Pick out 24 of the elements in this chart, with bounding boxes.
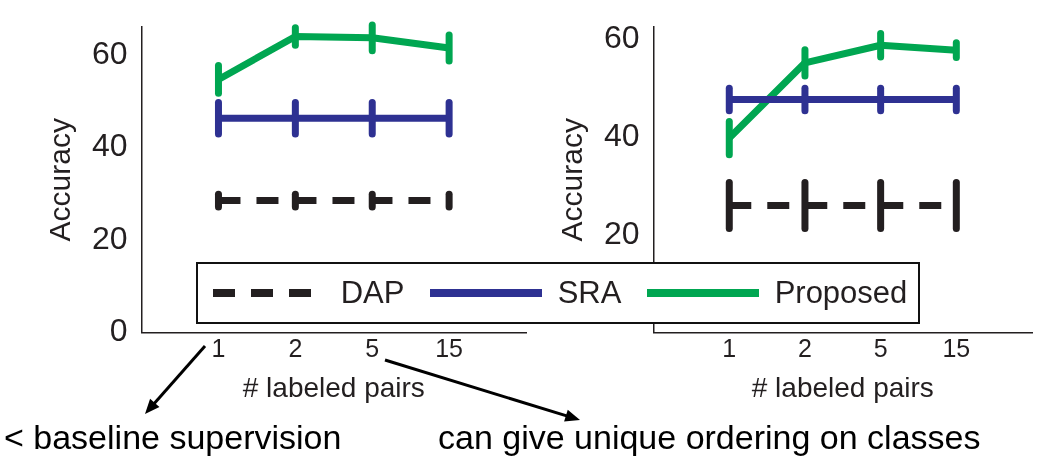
x-tick-label: 2 (798, 334, 812, 363)
y-tick-label: 60 (604, 19, 640, 56)
y-tick-label: 20 (92, 219, 128, 256)
y-axis-title: Accuracy (43, 118, 77, 242)
x-tick-label: 1 (211, 334, 226, 363)
x-tick-label: 2 (288, 334, 303, 363)
y-axis-title: Accuracy (555, 118, 589, 242)
x-axis-title: # labeled pairs (751, 371, 934, 403)
x-tick-label: 15 (435, 334, 464, 363)
y-tick-label: 0 (109, 312, 128, 349)
x-tick-label: 1 (722, 334, 737, 363)
y-tick-label: 40 (604, 116, 640, 153)
text: can give unique ordering on classes (438, 418, 981, 457)
legend-label: DAP (340, 275, 405, 311)
x-tick-label: 5 (365, 334, 380, 363)
legend-label: SRA (557, 275, 622, 311)
y-tick-label: 60 (92, 34, 128, 71)
x-axis-title: # labeled pairs (242, 371, 425, 403)
x-tick-label: 15 (942, 334, 971, 363)
legend-label: Proposed (774, 275, 908, 311)
x-tick-label: 5 (873, 334, 888, 363)
y-tick-label: 40 (92, 127, 128, 164)
y-tick-label: 20 (604, 214, 640, 251)
text: < baseline supervision (4, 418, 342, 457)
